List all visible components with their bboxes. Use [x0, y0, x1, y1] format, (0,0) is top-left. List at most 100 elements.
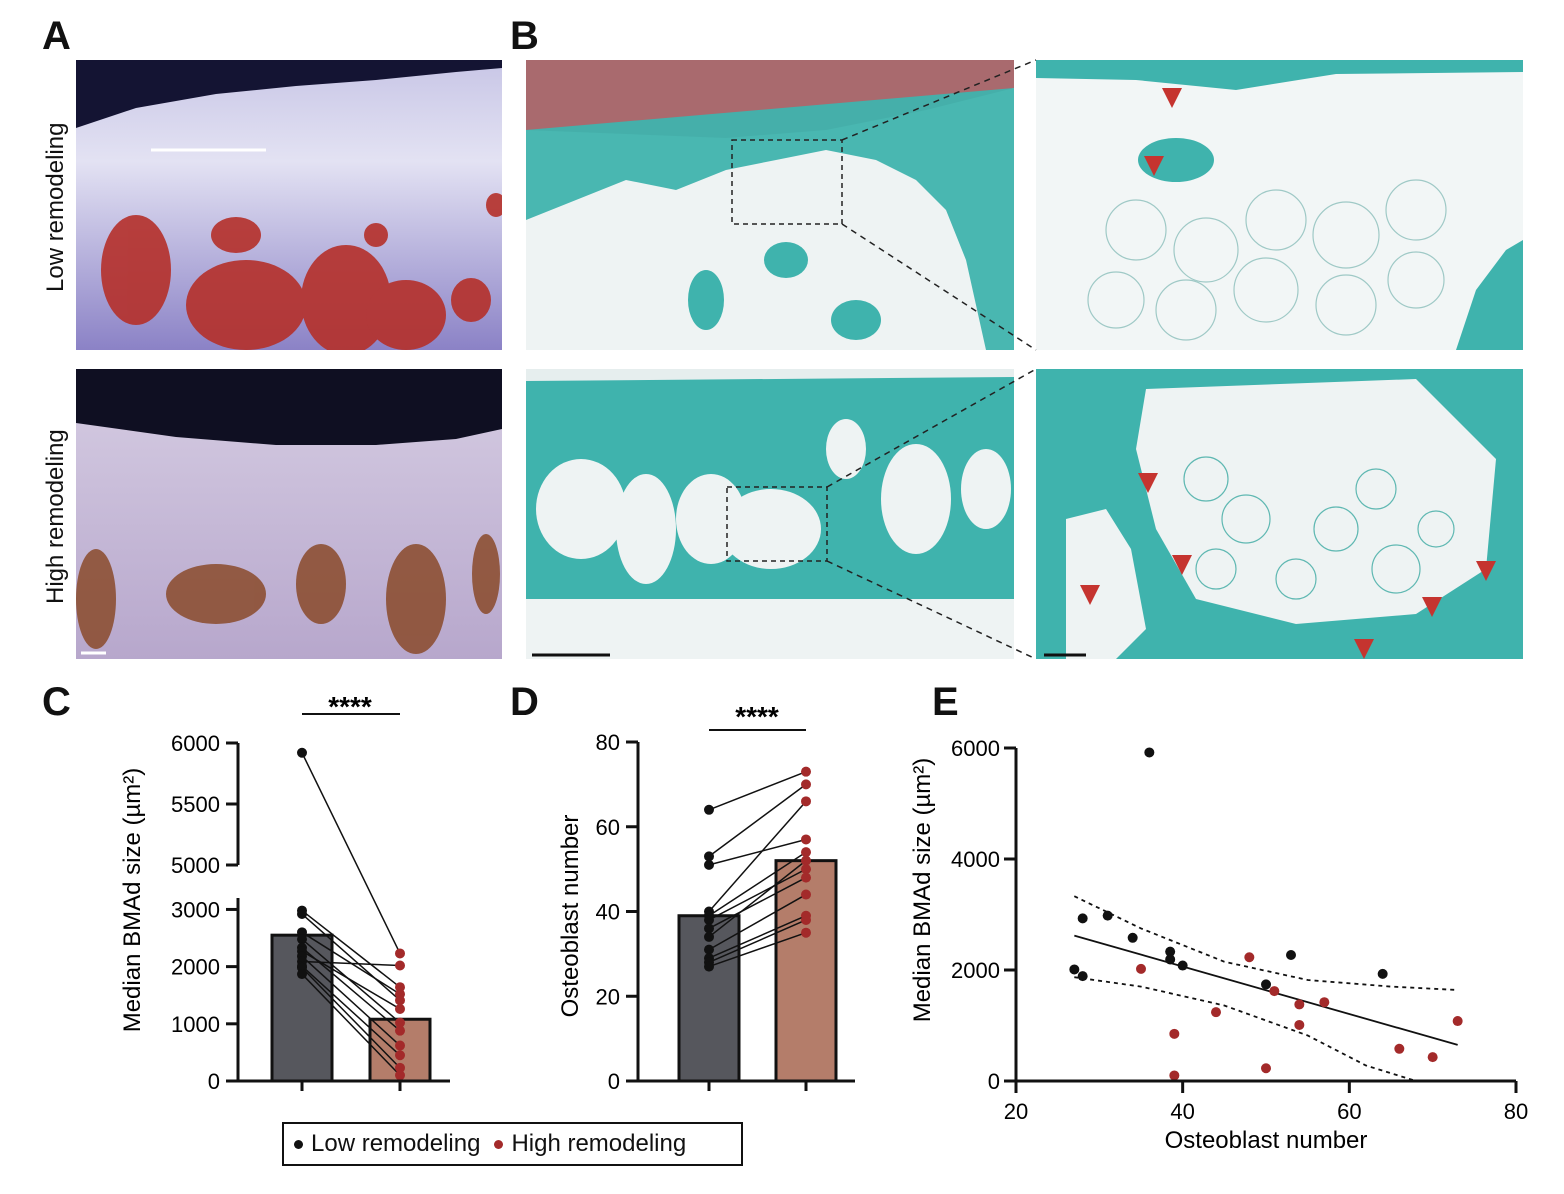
data-point: [1169, 1028, 1180, 1039]
arrowhead-icon: [1172, 555, 1192, 575]
arrowhead-icon: [1138, 473, 1158, 493]
data-point: [1294, 999, 1305, 1010]
osmium-stain-low-image: [76, 60, 502, 350]
data-point: [801, 889, 811, 900]
y-tick-label: 5000: [171, 853, 220, 878]
data-point: [395, 1017, 405, 1028]
legend-high-label: High remodeling: [511, 1130, 687, 1157]
panel-letter-d: D: [510, 680, 539, 724]
data-point: [704, 851, 714, 862]
y-tick-label: 1000: [171, 1012, 220, 1037]
chart-c-significance: ****: [328, 691, 372, 722]
pair-line: [708, 851, 807, 917]
zoom-connectors: [826, 59, 1037, 660]
data-point: [801, 872, 811, 883]
data-point: [1069, 964, 1080, 975]
panel-letter-b: B: [510, 14, 539, 58]
pair-line: [708, 860, 807, 938]
data-point: [297, 927, 307, 938]
bar-low: [677, 914, 741, 1083]
pair-line: [708, 838, 807, 866]
histology-low-zoom-image: [1036, 60, 1523, 350]
x-tick-label: 80: [1504, 1099, 1528, 1124]
pair-line: [301, 950, 401, 1010]
panel-a-image-high: [76, 369, 502, 659]
pair-line: [708, 783, 807, 858]
data-point: [1269, 986, 1280, 997]
pair-line: [301, 960, 401, 967]
data-point: [1286, 950, 1296, 961]
data-point: [395, 1003, 405, 1014]
y-tick-label: 6000: [951, 736, 1000, 761]
panel-letter-c: C: [42, 680, 71, 724]
data-point: [1394, 1043, 1405, 1054]
panel-b-zoom-high: [1036, 369, 1523, 659]
pair-line: [708, 876, 807, 930]
data-point: [1294, 1019, 1305, 1030]
data-point: [1136, 963, 1146, 974]
histology-high-zoom-image: [1036, 369, 1523, 659]
pair-line: [708, 868, 807, 921]
x-tick-label: 60: [1337, 1099, 1361, 1124]
chart-c-ylabel: Median BMAd size (µm²): [119, 768, 146, 1033]
data-point: [395, 995, 405, 1006]
y-tick-label: 3000: [171, 897, 220, 922]
data-point: [801, 796, 811, 807]
data-point: [395, 948, 405, 959]
histology-high-overview-image: [526, 369, 1014, 659]
chart-e-xlabel: Osteoblast number: [1165, 1127, 1368, 1154]
pair-line: [708, 770, 807, 811]
data-point: [1144, 747, 1155, 758]
y-tick-label: 4000: [951, 847, 1000, 872]
x-tick-label: 40: [1170, 1099, 1194, 1124]
data-point: [801, 855, 811, 866]
legend-low-marker: [294, 1139, 303, 1149]
data-point: [1319, 997, 1330, 1008]
data-point: [395, 1070, 405, 1081]
y-tick-label: 40: [596, 900, 620, 925]
data-point: [395, 1062, 405, 1073]
pair-line: [708, 893, 807, 951]
data-point: [1261, 979, 1271, 990]
regression-line: [1074, 934, 1458, 1046]
data-point: [801, 864, 811, 875]
ci-lower-line: [1074, 976, 1417, 1082]
data-point: [1452, 1016, 1463, 1027]
panel-letter-e: E: [932, 680, 959, 724]
arrowhead-icon: [1354, 639, 1374, 659]
chart-legend: Low remodeling High remodeling: [282, 1122, 743, 1166]
pair-line: [708, 915, 807, 959]
data-point: [704, 923, 714, 934]
data-point: [395, 1025, 405, 1036]
panel-b-zoom-low: [1036, 60, 1523, 350]
histology-low-overview-image: [526, 60, 1014, 350]
data-point: [1127, 932, 1138, 943]
arrowhead-icon: [1080, 585, 1100, 605]
legend-low-label: Low remodeling: [311, 1130, 481, 1157]
chart-e: Median BMAd size (µm²) Osteoblast number…: [909, 736, 1528, 1154]
data-point: [801, 766, 811, 777]
y-tick-label: 0: [988, 1069, 1000, 1094]
data-point: [1377, 968, 1388, 979]
arrowhead-icon: [1422, 597, 1442, 617]
data-point: [704, 804, 714, 815]
data-point: [801, 847, 811, 858]
chart-d-ylabel: Osteoblast number: [557, 815, 584, 1018]
chart-d-significance: ****: [735, 701, 779, 732]
data-point: [1177, 960, 1188, 971]
y-tick-label: 2000: [171, 955, 220, 980]
arrowhead-icon: [1144, 156, 1164, 176]
data-point: [704, 914, 714, 925]
y-tick-label: 2000: [951, 958, 1000, 983]
data-point: [297, 747, 307, 758]
data-point: [1077, 913, 1088, 924]
data-point: [801, 834, 811, 845]
data-point: [297, 909, 307, 920]
y-tick-label: 5500: [171, 792, 220, 817]
pair-line: [301, 973, 401, 1076]
data-point: [704, 931, 714, 942]
ci-upper-line: [1073, 895, 1458, 991]
pair-line: [301, 913, 401, 1001]
data-point: [1165, 954, 1176, 965]
data-point: [1244, 952, 1255, 963]
